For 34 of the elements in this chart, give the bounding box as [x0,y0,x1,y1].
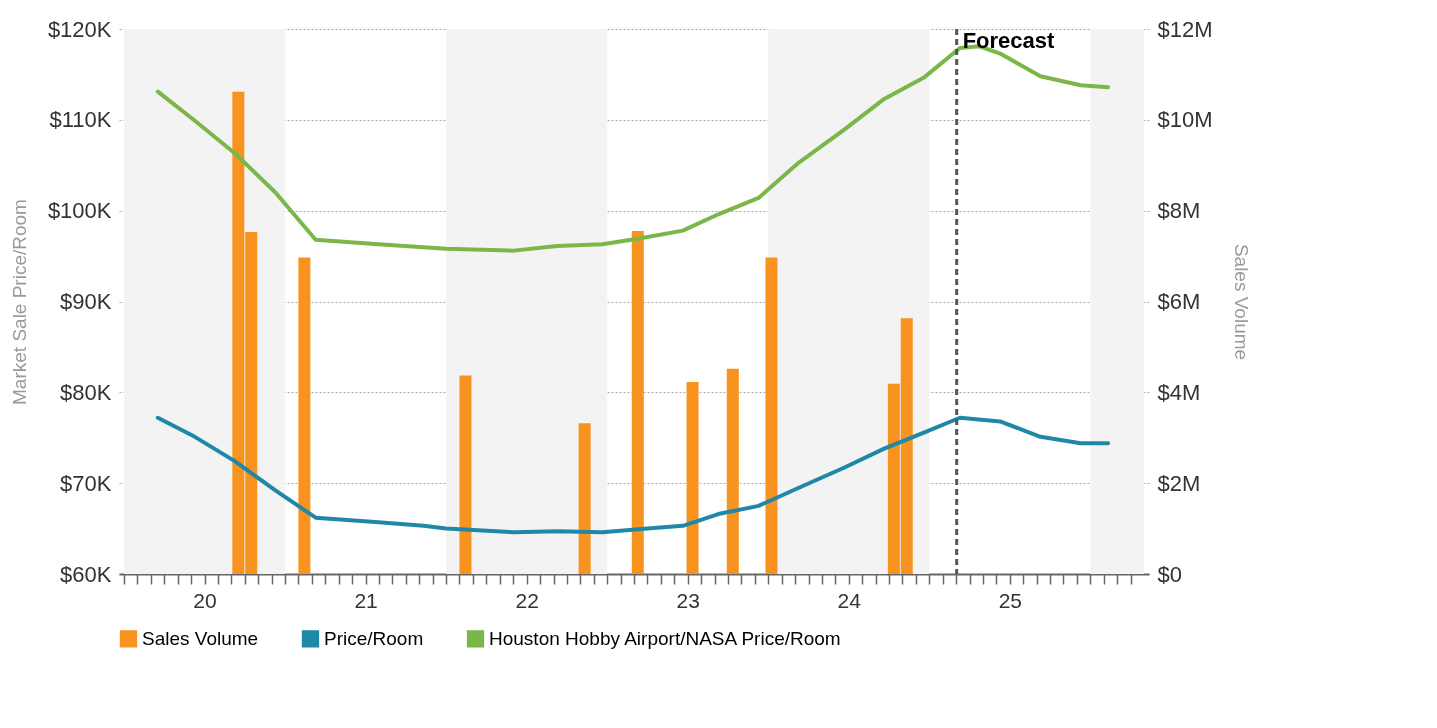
y2-tick-label: $10M [1157,107,1213,133]
x-tick-label: 20 [193,588,217,612]
y-tick-label: $80K [60,379,112,405]
bar [298,257,311,574]
x-tick-label: 22 [515,588,539,612]
legend-label: Houston Hobby Airport/NASA Price/Room [489,627,841,649]
y-tick-label: $70K [60,470,112,496]
y-tick-label: $110K [49,107,112,133]
x-tick-label: 23 [676,588,700,612]
bar [686,381,699,574]
y2-tick-label: $8M [1157,198,1201,224]
bar [726,368,739,574]
y2-tick-label: $4M [1157,379,1201,405]
legend-label: Price/Room [324,627,424,649]
y-axis-title: Market Sale Price/Room [8,199,30,405]
legend-label: Sales Volume [142,627,259,649]
y2-tick-label: $12M [1157,16,1213,42]
bar [765,257,778,574]
bar [631,231,644,574]
ref-line-label: Forecast [962,28,1056,53]
x-tick-label: 21 [354,588,378,612]
x-tick-label: 24 [837,588,862,612]
y-tick-label: $100K [47,198,112,224]
y2-tick-label: $0 [1157,561,1182,587]
bar [578,423,591,574]
y2-tick-label: $2M [1157,470,1201,496]
line-series [155,415,1111,535]
bar [459,375,472,574]
y-tick-label: $120K [47,16,112,42]
y-tick-label: $90K [60,289,112,314]
x-tick-label: 25 [998,588,1023,612]
y2-axis-title: Sales Volume [1230,243,1252,361]
y2-tick-label: $6M [1157,289,1201,314]
y-tick-label: $60K [60,561,112,587]
